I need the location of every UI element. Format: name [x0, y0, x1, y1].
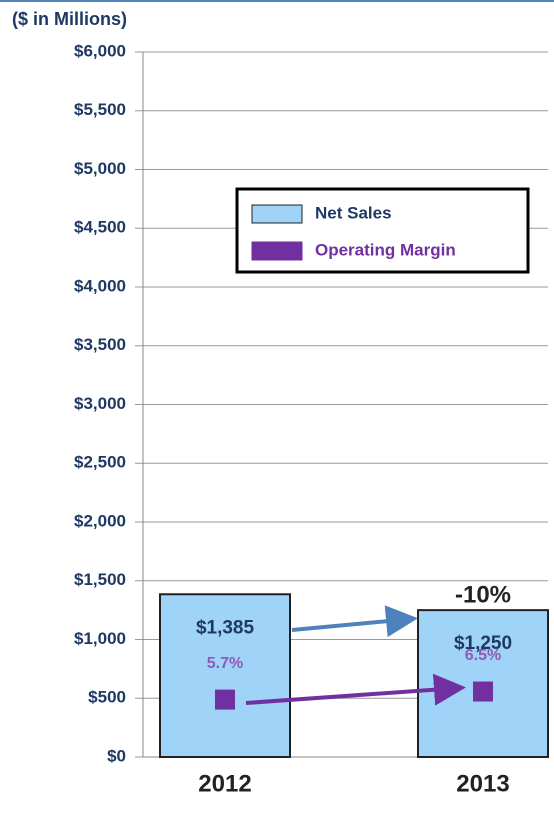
arrow: [245, 673, 466, 706]
y-tick-label: $0: [107, 746, 126, 765]
x-tick-label: 2012: [198, 770, 251, 797]
x-tick-label: 2013: [456, 770, 509, 797]
y-tick-label: $4,500: [74, 218, 126, 237]
legend-label: Operating Margin: [315, 240, 456, 259]
legend-label: Net Sales: [315, 203, 392, 222]
y-tick-label: $6,000: [74, 41, 126, 60]
y-tick-label: $2,500: [74, 453, 126, 472]
y-tick-label: $5,500: [74, 100, 126, 119]
y-tick-label: $4,000: [74, 276, 126, 295]
y-tick-label: $500: [88, 688, 126, 707]
y-tick-label: $1,000: [74, 629, 126, 648]
y-tick-label: $1,500: [74, 570, 126, 589]
legend-swatch: [251, 241, 303, 261]
subtitle: ($ in Millions): [12, 9, 127, 29]
annotation: -10%: [455, 581, 511, 608]
margin-label: 6.5%: [465, 647, 501, 664]
y-tick-label: $2,000: [74, 511, 126, 530]
margin-marker: [215, 689, 235, 710]
bar-label: $1,385: [196, 617, 255, 638]
margin-label: 5.7%: [207, 655, 243, 672]
arrow: [291, 605, 418, 638]
margin-marker: [473, 681, 493, 702]
y-tick-label: $3,000: [74, 394, 126, 413]
bar: [159, 593, 291, 759]
y-tick-label: $3,500: [74, 335, 126, 354]
bar-label: $1,250: [454, 633, 512, 654]
y-tick-label: $5,000: [74, 159, 126, 178]
legend-swatch: [251, 204, 303, 224]
